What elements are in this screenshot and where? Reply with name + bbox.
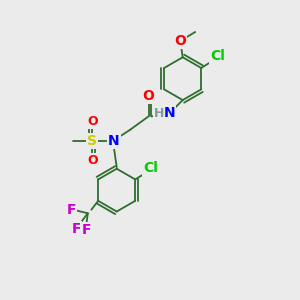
Text: F: F <box>67 203 76 217</box>
Text: N: N <box>164 106 175 120</box>
Text: O: O <box>87 154 98 167</box>
Text: N: N <box>108 134 120 148</box>
Text: S: S <box>87 134 97 148</box>
Text: O: O <box>87 115 98 128</box>
Text: F: F <box>72 222 81 236</box>
Text: O: O <box>142 88 154 103</box>
Text: Cl: Cl <box>210 49 225 63</box>
Text: Cl: Cl <box>143 161 158 175</box>
Text: F: F <box>82 223 91 237</box>
Text: O: O <box>174 34 186 48</box>
Text: H: H <box>154 107 164 120</box>
